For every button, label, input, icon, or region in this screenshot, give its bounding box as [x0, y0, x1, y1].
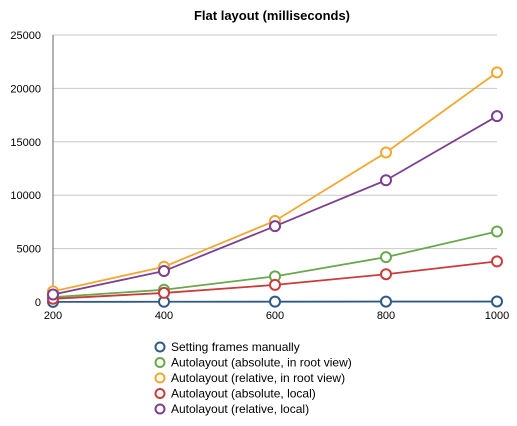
- series-line: [53, 72, 497, 291]
- x-tick-label: 200: [44, 310, 62, 322]
- x-tick-labels: 200 400 600 800 1000: [44, 310, 509, 322]
- legend-item: Autolayout (absolute, local): [156, 387, 316, 401]
- legend-label: Autolayout (relative, local): [171, 402, 309, 416]
- x-tick-label: 800: [377, 310, 395, 322]
- data-point: [492, 111, 502, 121]
- legend-label: Setting frames manually: [171, 340, 300, 354]
- legend: Setting frames manually Autolayout (absol…: [156, 340, 352, 416]
- data-point: [270, 280, 280, 290]
- legend-marker: [156, 374, 165, 383]
- legend-item: Setting frames manually: [156, 340, 300, 354]
- legend-item: Autolayout (absolute, in root view): [156, 356, 352, 370]
- series-2: [48, 67, 502, 296]
- data-point: [270, 221, 280, 231]
- legend-marker: [156, 389, 165, 398]
- series-0: [48, 296, 502, 306]
- data-point: [270, 297, 280, 307]
- y-tick-label: 20000: [10, 83, 41, 95]
- legend-label: Autolayout (absolute, in root view): [171, 356, 352, 370]
- y-tick-labels: 0 5000 10000 15000 20000 25000: [10, 30, 41, 309]
- data-point: [492, 296, 502, 306]
- x-tick-label: 600: [266, 310, 284, 322]
- legend-marker: [156, 343, 165, 352]
- data-point: [381, 252, 391, 262]
- x-tick-label: 400: [155, 310, 173, 322]
- y-tick-label: 25000: [10, 30, 41, 42]
- x-tick-label: 1000: [485, 310, 509, 322]
- data-point: [492, 227, 502, 237]
- y-tick-label: 5000: [17, 244, 41, 256]
- data-point: [381, 147, 391, 157]
- y-tick-label: 15000: [10, 137, 41, 149]
- data-point: [381, 269, 391, 279]
- axes: [53, 35, 497, 306]
- legend-label: Autolayout (absolute, local): [171, 387, 316, 401]
- legend-marker: [156, 405, 165, 414]
- legend-item: Autolayout (relative, local): [156, 402, 310, 416]
- data-point: [492, 256, 502, 266]
- y-tick-label: 10000: [10, 190, 41, 202]
- data-point: [492, 67, 502, 77]
- legend-item: Autolayout (relative, in root view): [156, 371, 346, 385]
- data-point: [381, 175, 391, 185]
- legend-marker: [156, 358, 165, 367]
- series-line: [53, 116, 497, 294]
- data-point: [159, 288, 169, 298]
- legend-label: Autolayout (relative, in root view): [171, 371, 345, 385]
- data-point: [381, 297, 391, 307]
- series-lines: [48, 67, 502, 307]
- data-point: [159, 266, 169, 276]
- chart-title: Flat layout (milliseconds): [194, 8, 350, 23]
- y-tick-label: 0: [35, 297, 41, 309]
- data-point: [48, 290, 58, 300]
